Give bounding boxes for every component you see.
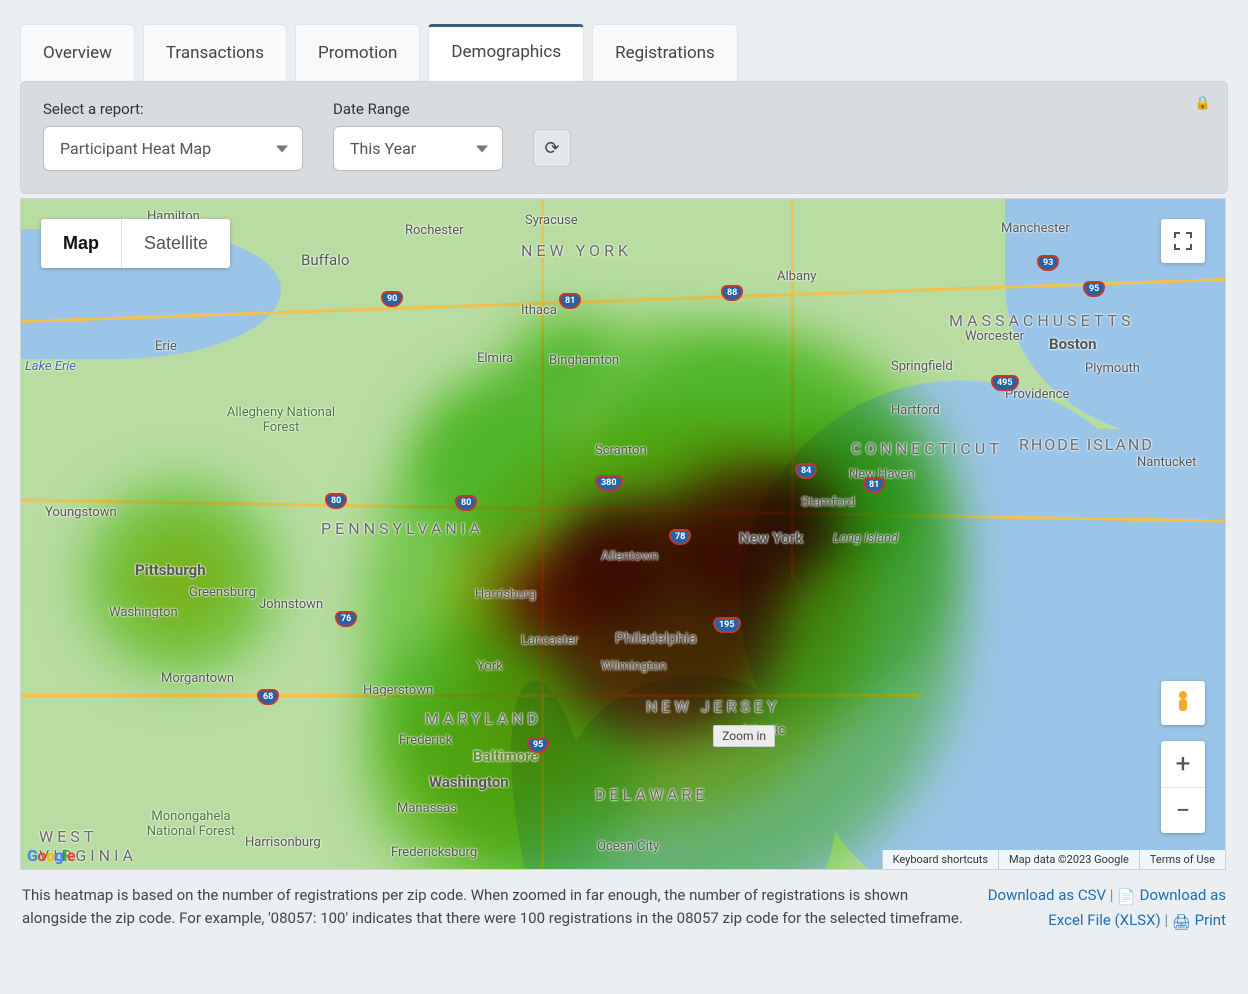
map-label: New York — [739, 529, 803, 547]
map-label: Springfield — [891, 359, 953, 374]
map-label: York — [477, 659, 503, 674]
map-type-control: Map Satellite — [41, 219, 230, 268]
highway-shield: 495 — [991, 375, 1019, 391]
map-label: Stamford — [801, 495, 855, 510]
map-label: NEW JERSEY — [646, 697, 781, 716]
download-links: Download as CSV | 📄 Download as Excel Fi… — [988, 884, 1226, 933]
below-map-area: This heatmap is based on the number of r… — [20, 876, 1228, 933]
map-label: NEW YORK — [521, 241, 632, 260]
tab-registrations[interactable]: Registrations — [592, 24, 738, 81]
zoom-out-button[interactable]: − — [1161, 787, 1205, 833]
date-range-label: Date Range — [333, 100, 503, 118]
map-type-satellite[interactable]: Satellite — [121, 219, 230, 268]
map-label: Ocean City — [597, 839, 659, 854]
map-label: Hagerstown — [363, 683, 433, 698]
map-footer: Keyboard shortcuts Map data ©2023 Google… — [882, 850, 1225, 869]
tabs: Overview Transactions Promotion Demograp… — [20, 0, 1228, 81]
map-label: Harrisonburg — [245, 835, 321, 850]
google-logo: Google — [27, 846, 75, 865]
map-label: Binghamton — [549, 353, 619, 368]
map-label: MARYLAND — [425, 709, 542, 728]
map-label: DELAWARE — [595, 785, 709, 804]
refresh-button[interactable]: ⟳ — [533, 129, 571, 167]
map-label: Buffalo — [301, 251, 349, 269]
map-label: Manchester — [1001, 221, 1070, 236]
map-label: Plymouth — [1085, 361, 1140, 376]
map-label: Morgantown — [161, 671, 234, 686]
keyboard-shortcuts-link[interactable]: Keyboard shortcuts — [882, 850, 998, 869]
highway-shield: 195 — [713, 617, 741, 633]
map-label: Worcester — [965, 329, 1024, 344]
heat-blob — [121, 519, 241, 639]
tab-overview[interactable]: Overview — [20, 24, 135, 81]
report-select[interactable]: Participant Heat Map — [43, 126, 303, 171]
tab-promotion[interactable]: Promotion — [295, 24, 420, 81]
map-label: Erie — [155, 339, 177, 354]
fullscreen-button[interactable] — [1161, 219, 1205, 263]
map-label: Elmira — [477, 351, 513, 366]
map-label: Philadelphia — [615, 629, 697, 647]
map-label: Albany — [777, 269, 816, 284]
filter-panel: 🔒 Select a report: Participant Heat Map … — [20, 81, 1228, 194]
date-range-select-value: This Year — [350, 139, 416, 158]
highway-shield: 380 — [595, 475, 623, 491]
map-type-map[interactable]: Map — [41, 219, 121, 268]
tab-demographics[interactable]: Demographics — [428, 24, 584, 81]
chevron-down-icon — [276, 145, 288, 152]
map-label: RHODE ISLAND — [1019, 435, 1154, 454]
download-csv-link[interactable]: Download as CSV — [988, 886, 1106, 904]
zoom-control: + − — [1161, 741, 1205, 833]
zoom-tooltip: Zoom in — [713, 725, 775, 747]
map-label: Scranton — [595, 443, 647, 458]
tab-transactions[interactable]: Transactions — [143, 24, 287, 81]
print-icon: 🖨 — [1172, 911, 1191, 934]
report-select-value: Participant Heat Map — [60, 139, 211, 158]
map-label: Lake Erie — [25, 359, 76, 374]
map-label: Washington — [109, 605, 178, 620]
map-label: Pittsburgh — [135, 561, 206, 579]
chevron-down-icon — [476, 145, 488, 152]
streetview-pegman[interactable] — [1161, 681, 1205, 725]
map-label: Wilmington — [601, 659, 667, 674]
map-label: Manassas — [397, 801, 457, 816]
map-label: Frederick — [399, 733, 452, 748]
map-label: Allegheny National Forest — [221, 405, 341, 435]
map-label: Fredericksburg — [391, 845, 477, 860]
map-label: Hartford — [891, 403, 940, 418]
refresh-icon: ⟳ — [544, 138, 559, 159]
map-label: Rochester — [405, 223, 464, 238]
map-label: Boston — [1049, 335, 1097, 353]
heatmap-map[interactable]: NEW YORK PENNSYLVANIA MASSACHUSETTS CONN… — [20, 198, 1226, 870]
map-label: Harrisburg — [475, 587, 536, 602]
lock-icon: 🔒 — [1195, 96, 1211, 111]
download-xlsx-label: Excel File (XLSX) — [1048, 911, 1160, 929]
map-label: Youngstown — [45, 505, 117, 520]
heatmap-description: This heatmap is based on the number of r… — [22, 884, 964, 933]
print-link[interactable]: Print — [1195, 911, 1226, 929]
map-label: PENNSYLVANIA — [321, 519, 484, 538]
xlsx-icon: 📄 — [1117, 886, 1136, 909]
map-attribution: Map data ©2023 Google — [998, 850, 1139, 869]
report-label: Select a report: — [43, 100, 303, 118]
fullscreen-icon — [1173, 231, 1193, 251]
map-label: Syracuse — [525, 213, 578, 228]
pegman-icon — [1172, 689, 1194, 717]
zoom-in-button[interactable]: + — [1161, 741, 1205, 787]
map-label: Ithaca — [521, 303, 557, 318]
map-label: Nantucket — [1137, 455, 1196, 470]
map-label: Greensburg — [189, 585, 256, 600]
date-range-select[interactable]: This Year — [333, 126, 503, 171]
map-label: Johnstown — [259, 597, 323, 612]
map-label: MASSACHUSETTS — [949, 311, 1134, 330]
map-label: Long Island — [833, 531, 898, 546]
map-label: CONNECTICUT — [851, 439, 1003, 458]
map-label: Monongahela National Forest — [131, 809, 251, 839]
map-label: Lancaster — [521, 633, 578, 648]
map-label: Allentown — [601, 549, 658, 564]
download-xlsx-pre: Download as — [1140, 886, 1226, 904]
terms-of-use-link[interactable]: Terms of Use — [1139, 850, 1225, 869]
map-label: Washington — [429, 773, 509, 791]
